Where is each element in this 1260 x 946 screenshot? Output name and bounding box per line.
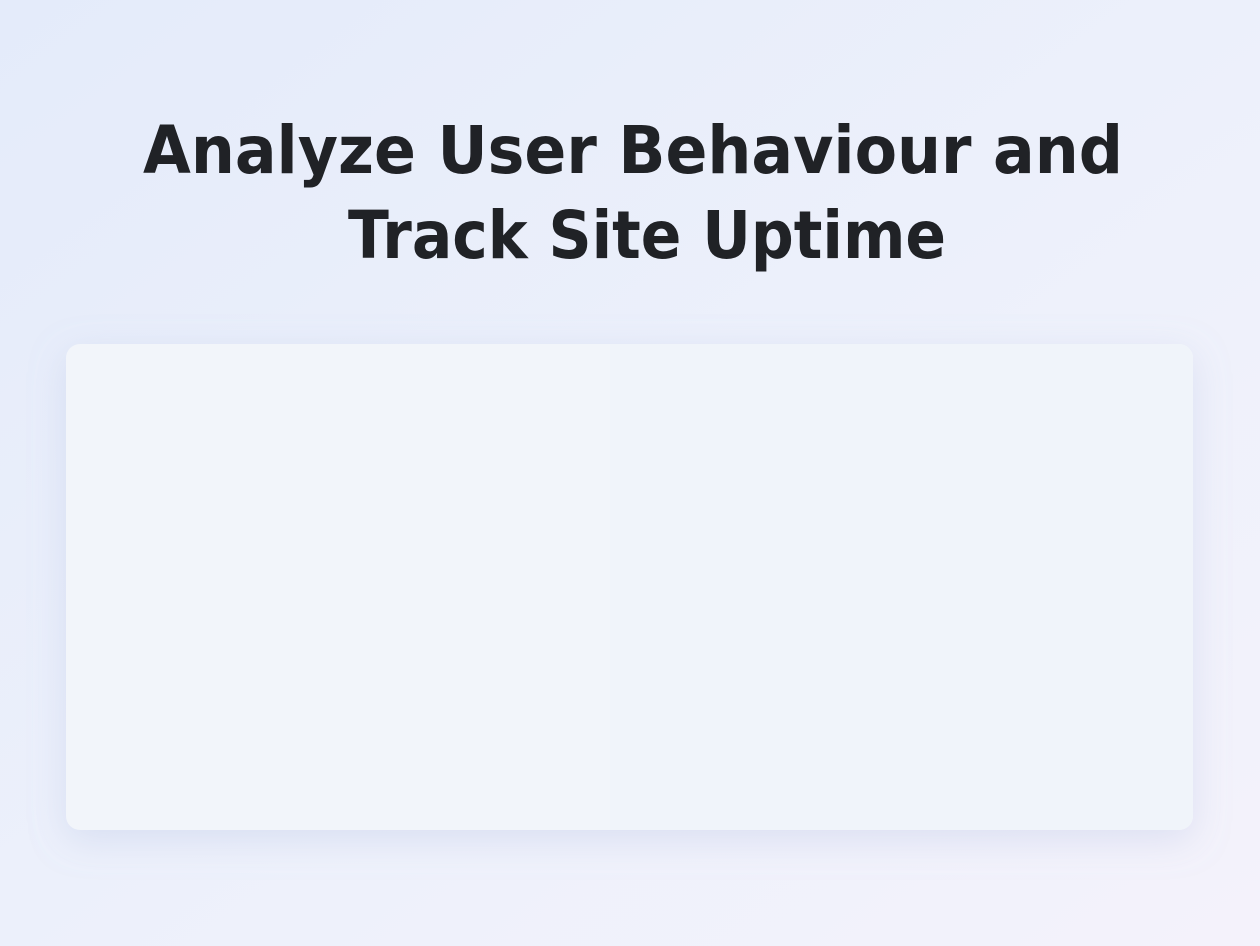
analytics-area: [610, 344, 1193, 830]
dashboard-content: [610, 344, 1193, 830]
headline: Track Site Uptime: [348, 197, 946, 274]
headline: Analyze User Behaviour and: [143, 112, 1123, 189]
